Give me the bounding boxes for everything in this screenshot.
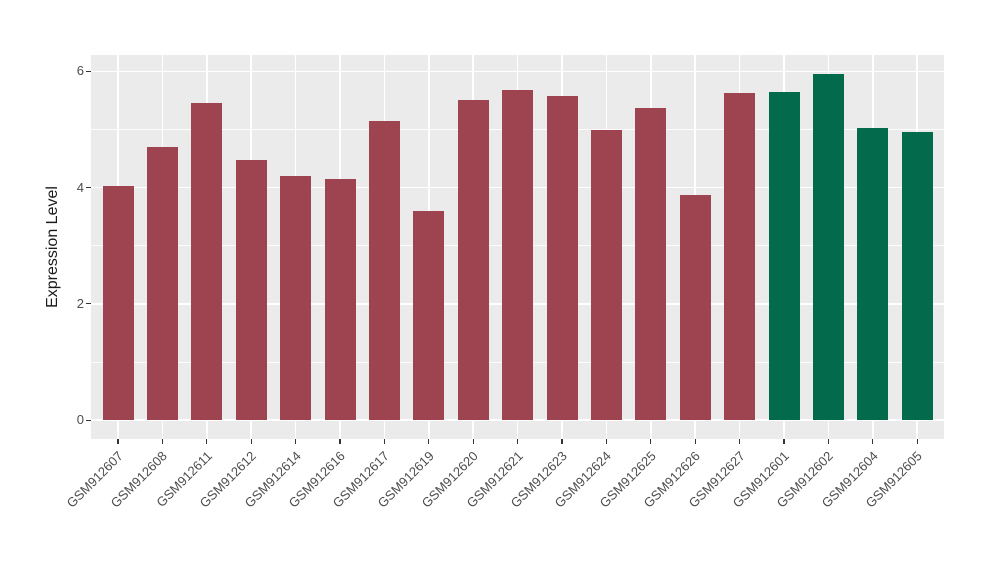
bar-gsm912617	[368, 121, 400, 420]
bar-gsm912605	[901, 131, 933, 420]
bar-gsm912614	[280, 175, 312, 420]
y-axis-tick	[86, 187, 91, 189]
bar-gsm912625	[635, 108, 667, 420]
x-axis-tick	[694, 439, 696, 444]
x-axis-tick	[739, 439, 741, 444]
x-axis-tick	[161, 439, 163, 444]
x-axis-tick	[250, 439, 252, 444]
bar-gsm912624	[590, 129, 622, 420]
y-axis-title: Expression Level	[44, 186, 61, 308]
x-axis-tick	[783, 439, 785, 444]
x-axis-tick	[472, 439, 474, 444]
x-axis-tick	[117, 439, 119, 444]
y-axis-tick	[86, 419, 91, 421]
x-axis-tick	[650, 439, 652, 444]
y-axis-tick	[86, 70, 91, 73]
x-axis-tick	[605, 439, 607, 444]
x-axis-tick	[295, 439, 297, 444]
x-axis-tick	[383, 439, 385, 444]
bar-gsm912611	[191, 102, 223, 420]
bar-gsm912612	[235, 159, 267, 420]
x-axis-tick	[206, 439, 208, 444]
bar-gsm912601	[768, 92, 800, 420]
y-axis-tick	[86, 303, 91, 305]
bar-gsm912608	[146, 146, 178, 420]
chart-panel	[91, 55, 944, 439]
y-tick-label: 2	[76, 295, 84, 311]
x-axis-tick	[872, 439, 874, 444]
bar-gsm912621	[502, 89, 534, 420]
y-tick-label: 0	[76, 412, 84, 427]
x-axis-tick	[339, 439, 341, 444]
bar-gsm912623	[546, 95, 578, 420]
y-tick-label: 6	[76, 63, 84, 79]
bar-gsm912604	[857, 128, 889, 420]
bar-gsm912602	[812, 74, 844, 420]
x-axis-tick	[428, 439, 430, 444]
bar-gsm912619	[413, 211, 445, 420]
x-axis-tick	[517, 439, 519, 444]
bar-gsm912616	[324, 178, 356, 420]
y-tick-label: 4	[76, 179, 84, 195]
x-axis-tick	[916, 439, 918, 444]
bar-gsm912626	[679, 194, 711, 420]
bar-gsm912620	[457, 100, 489, 420]
x-axis-tick	[561, 439, 563, 444]
bar-gsm912627	[724, 92, 756, 420]
x-axis-tick	[827, 439, 829, 444]
bar-gsm912607	[102, 185, 134, 420]
